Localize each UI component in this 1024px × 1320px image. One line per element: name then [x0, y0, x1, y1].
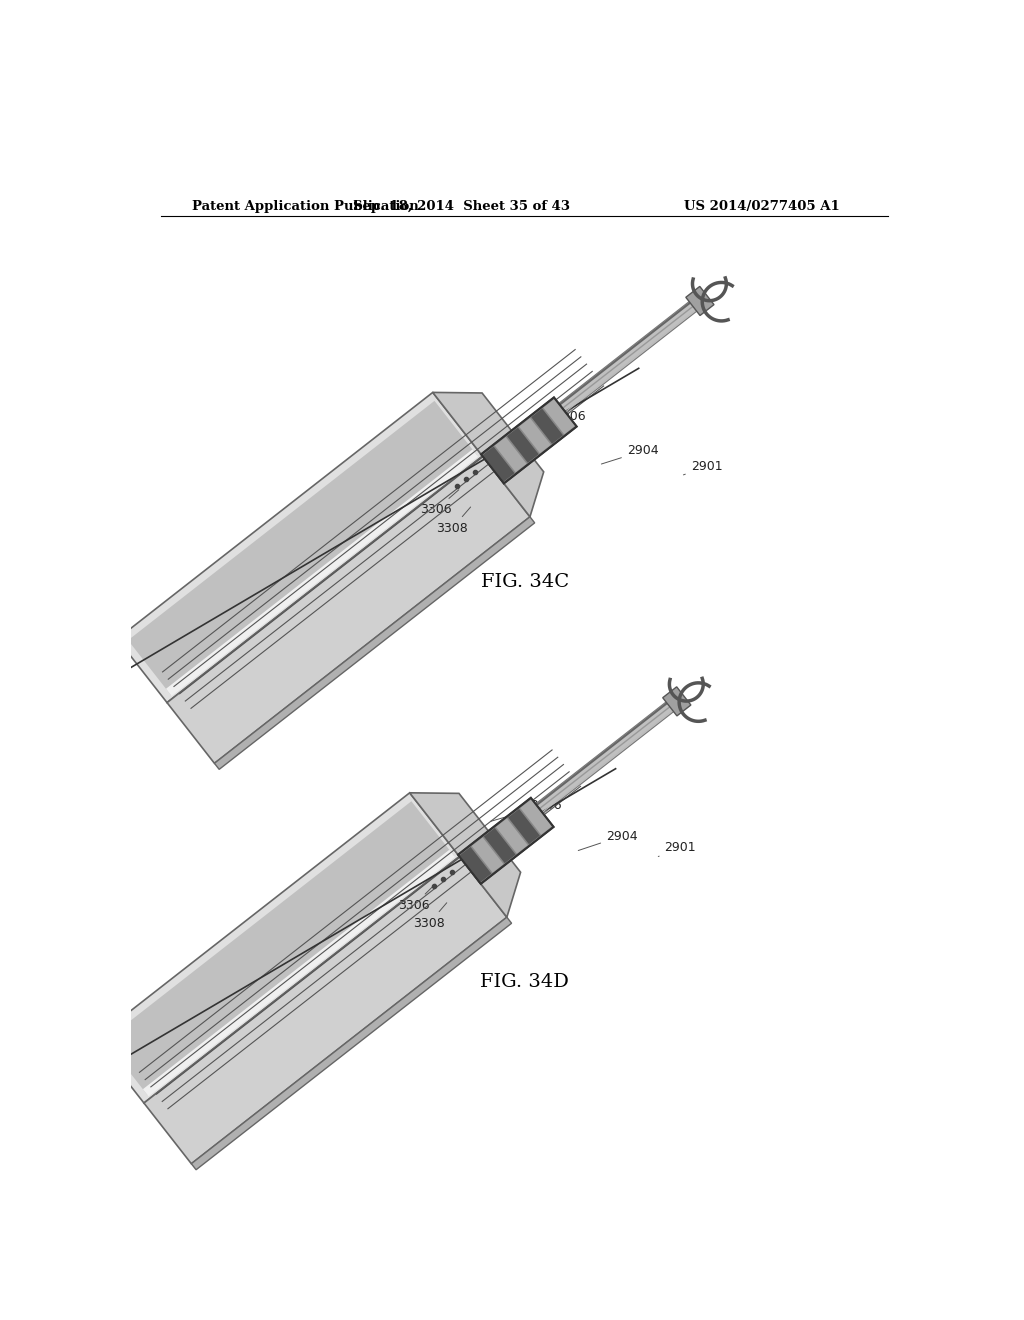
Polygon shape [686, 286, 714, 315]
Polygon shape [481, 397, 577, 483]
Polygon shape [458, 797, 554, 884]
Text: 2906: 2906 [514, 409, 586, 433]
Text: 2901: 2901 [658, 841, 696, 857]
Polygon shape [495, 437, 526, 473]
Polygon shape [144, 857, 507, 1164]
Polygon shape [531, 409, 563, 444]
Text: Patent Application Publication: Patent Application Publication [193, 199, 419, 213]
Polygon shape [167, 457, 530, 763]
Polygon shape [519, 418, 551, 453]
Polygon shape [460, 847, 492, 882]
Polygon shape [496, 818, 527, 854]
Polygon shape [508, 809, 540, 845]
Polygon shape [94, 793, 460, 1104]
Polygon shape [410, 793, 520, 917]
Text: 2904: 2904 [601, 445, 658, 465]
Polygon shape [118, 392, 482, 702]
Text: Sep. 18, 2014  Sheet 35 of 43: Sep. 18, 2014 Sheet 35 of 43 [353, 199, 570, 213]
Polygon shape [544, 399, 575, 434]
Text: FIG. 34D: FIG. 34D [480, 973, 569, 991]
Text: 2901: 2901 [683, 459, 722, 475]
Polygon shape [559, 300, 699, 413]
Polygon shape [104, 801, 454, 1096]
Text: 2904: 2904 [579, 829, 638, 850]
Polygon shape [536, 700, 677, 813]
Polygon shape [484, 828, 516, 863]
Polygon shape [520, 800, 552, 834]
Text: 3306: 3306 [398, 884, 435, 912]
Polygon shape [507, 428, 539, 463]
Text: 3308: 3308 [436, 507, 471, 535]
Text: 2906: 2906 [490, 799, 562, 821]
Polygon shape [214, 517, 535, 770]
Text: US 2014/0277405 A1: US 2014/0277405 A1 [684, 199, 840, 213]
Polygon shape [143, 850, 455, 1097]
Polygon shape [482, 446, 514, 482]
Polygon shape [472, 837, 504, 873]
Polygon shape [166, 449, 478, 696]
Text: 3306: 3306 [421, 490, 459, 516]
Polygon shape [663, 686, 691, 715]
Text: 3308: 3308 [414, 903, 446, 929]
Polygon shape [128, 401, 477, 694]
Polygon shape [191, 917, 512, 1170]
Polygon shape [433, 392, 544, 517]
Text: FIG. 34C: FIG. 34C [480, 573, 569, 591]
